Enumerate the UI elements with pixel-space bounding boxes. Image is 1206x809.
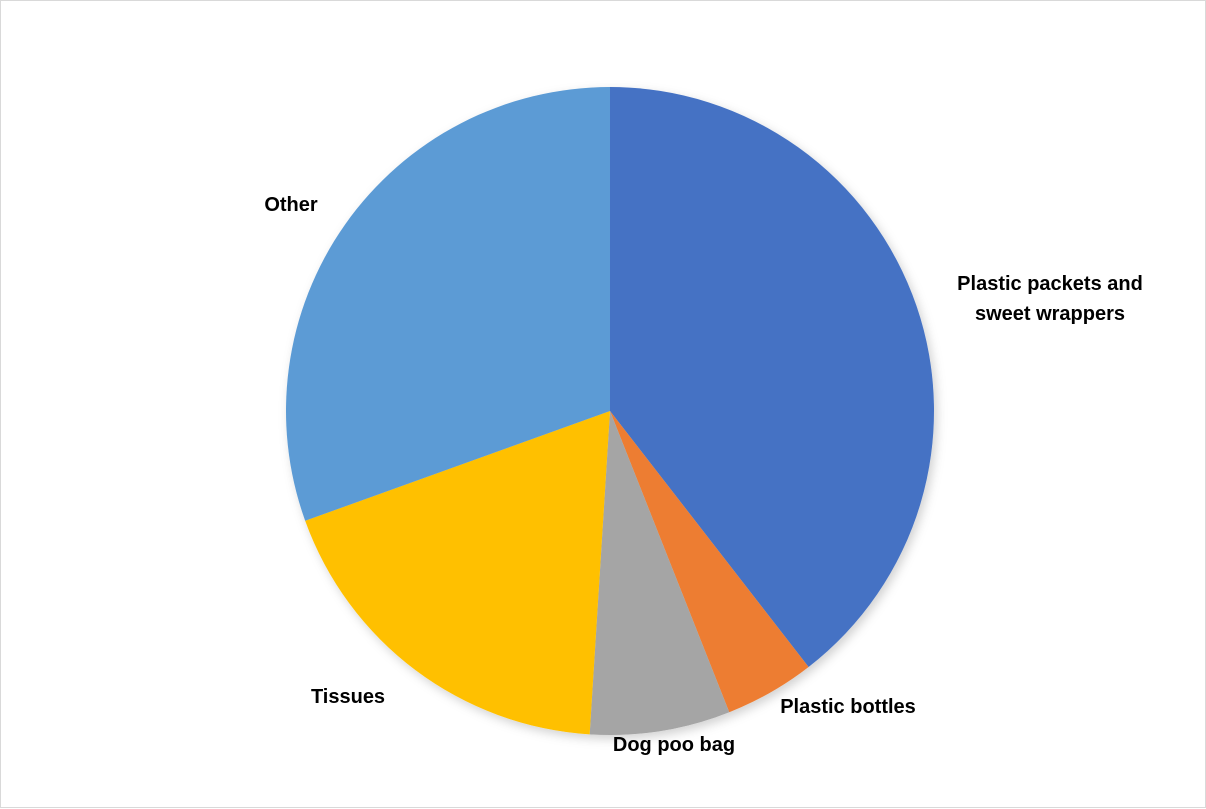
pie-slice-dog-poo-bag (589, 411, 730, 735)
slice-label-dog-poo-bag: Dog poo bag (613, 734, 735, 756)
slice-label-line: sweet wrappers (975, 303, 1125, 325)
slice-label-line: Dog poo bag (613, 734, 735, 756)
pie-slice-other (285, 87, 610, 521)
slice-label-line: Other (264, 194, 318, 216)
slice-label-line: Plastic bottles (780, 696, 916, 718)
slice-label-plastic-bottles: Plastic bottles (780, 696, 916, 718)
pie-slice-plastic-bottles (610, 411, 809, 713)
pie-labels: Plastic packets and sweet wrappersPlastic… (264, 194, 1143, 756)
pie-slices (285, 87, 935, 735)
pie-slice-plastic-packets-and-sweet-wrappers (610, 87, 935, 668)
slice-label-plastic-packets-and-sweet-wrappers: Plastic packets and sweet wrappers (957, 273, 1143, 325)
pie-slice-tissues (305, 411, 610, 735)
slice-label-tissues: Tissues (311, 686, 385, 708)
slice-label-line: Plastic packets and (957, 273, 1143, 295)
slice-label-line: Tissues (311, 686, 385, 708)
slice-label-other: Other (264, 194, 318, 216)
